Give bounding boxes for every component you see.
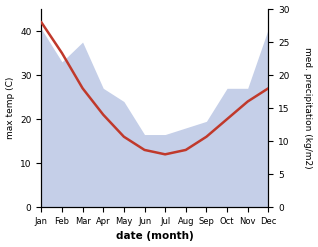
X-axis label: date (month): date (month) [116, 231, 194, 242]
Y-axis label: max temp (C): max temp (C) [5, 77, 15, 139]
Y-axis label: med. precipitation (kg/m2): med. precipitation (kg/m2) [303, 47, 313, 169]
